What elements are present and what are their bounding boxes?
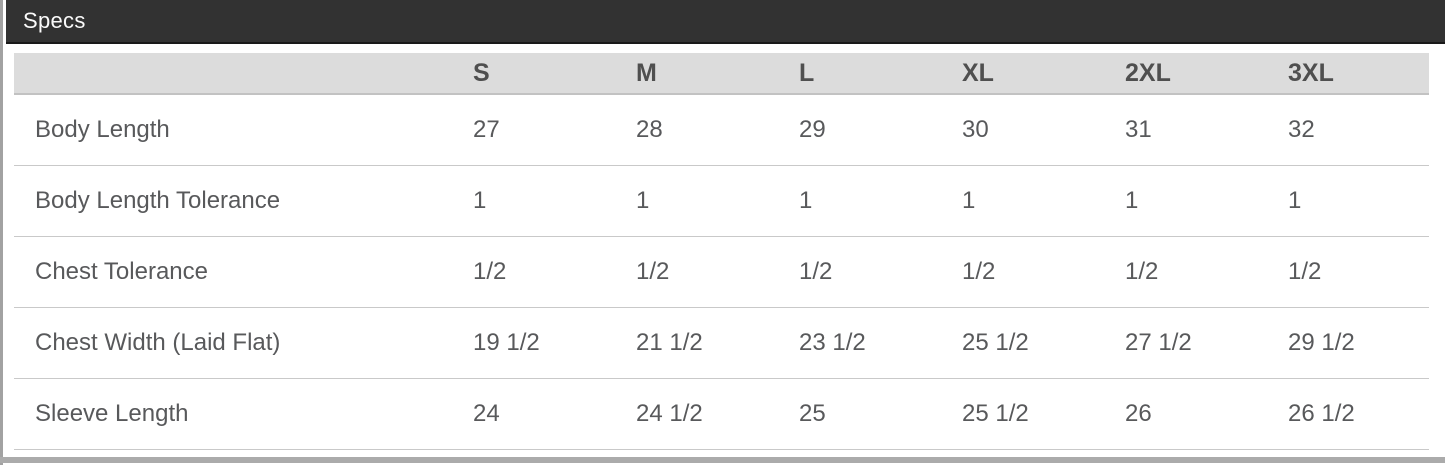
specs-panel-header: Specs <box>6 0 1445 44</box>
table-header-row: S M L XL 2XL 3XL <box>14 53 1429 95</box>
table-cell: 1 <box>1111 165 1274 237</box>
row-label: Sleeve Length <box>14 378 459 450</box>
table-cell: 21 1/2 <box>622 307 785 379</box>
table-cell: 1/2 <box>948 236 1111 308</box>
horizontal-scrollbar[interactable] <box>0 457 1445 463</box>
column-header-l: L <box>785 53 948 95</box>
table-cell: 19 1/2 <box>459 307 622 379</box>
table-cell: 30 <box>948 94 1111 166</box>
table-cell: 1/2 <box>785 236 948 308</box>
column-header-xl: XL <box>948 53 1111 95</box>
table-cell: 25 1/2 <box>948 378 1111 450</box>
panel-title: Specs <box>23 8 86 33</box>
table-cell: 1 <box>948 165 1111 237</box>
column-header-blank <box>14 53 459 95</box>
table-cell: 1/2 <box>1274 236 1429 308</box>
table-cell: 1/2 <box>1111 236 1274 308</box>
column-header-2xl: 2XL <box>1111 53 1274 95</box>
table-row-body-length: Body Length 27 28 29 30 31 32 <box>14 94 1429 166</box>
table-cell: 32 <box>1274 94 1429 166</box>
table-row-chest-tolerance: Chest Tolerance 1/2 1/2 1/2 1/2 1/2 1/2 <box>14 236 1429 308</box>
table-cell: 1 <box>785 165 948 237</box>
column-header-s: S <box>459 53 622 95</box>
table-cell: 28 <box>622 94 785 166</box>
table-cell: 1 <box>459 165 622 237</box>
row-label: Body Length Tolerance <box>14 165 459 237</box>
table-cell: 29 1/2 <box>1274 307 1429 379</box>
row-label: Chest Width (Laid Flat) <box>14 307 459 379</box>
table-cell: 23 1/2 <box>785 307 948 379</box>
column-header-3xl: 3XL <box>1274 53 1429 95</box>
table-cell: 31 <box>1111 94 1274 166</box>
table-cell: 25 1/2 <box>948 307 1111 379</box>
table-cell: 26 <box>1111 378 1274 450</box>
table-row-body-length-tolerance: Body Length Tolerance 1 1 1 1 1 1 <box>14 165 1429 237</box>
table-cell: 26 1/2 <box>1274 378 1429 450</box>
table-cell: 1 <box>1274 165 1429 237</box>
row-label: Chest Tolerance <box>14 236 459 308</box>
row-label: Body Length <box>14 94 459 166</box>
table-cell: 1/2 <box>459 236 622 308</box>
left-border-strip <box>0 0 3 465</box>
table-cell: 24 <box>459 378 622 450</box>
table-cell: 1 <box>622 165 785 237</box>
table-cell: 27 <box>459 94 622 166</box>
table-cell: 27 1/2 <box>1111 307 1274 379</box>
table-cell: 24 1/2 <box>622 378 785 450</box>
table-cell: 29 <box>785 94 948 166</box>
table-cell: 1/2 <box>622 236 785 308</box>
column-header-m: M <box>622 53 785 95</box>
table-row-chest-width: Chest Width (Laid Flat) 19 1/2 21 1/2 23… <box>14 307 1429 379</box>
table-cell: 25 <box>785 378 948 450</box>
table-row-sleeve-length: Sleeve Length 24 24 1/2 25 25 1/2 26 26 … <box>14 378 1429 450</box>
specs-table: S M L XL 2XL 3XL Body Length 27 28 29 30… <box>14 53 1429 450</box>
specs-table-container: S M L XL 2XL 3XL Body Length 27 28 29 30… <box>14 53 1429 450</box>
